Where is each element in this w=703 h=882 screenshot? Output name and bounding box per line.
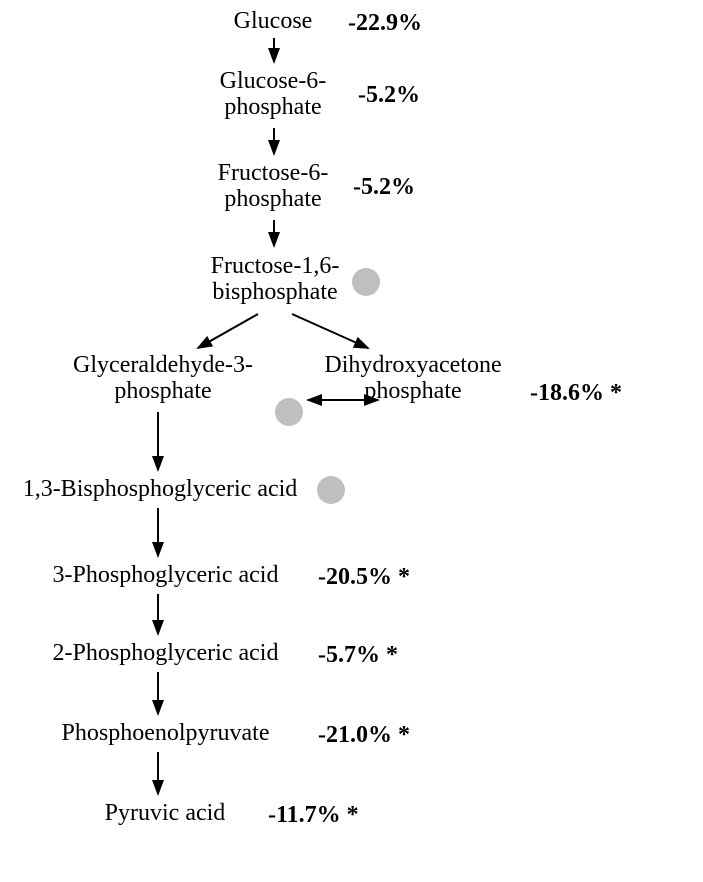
node-glucose: Glucose	[213, 8, 333, 34]
arrow-f16bp-dhap	[292, 314, 368, 348]
value-f6p: -5.2%	[353, 174, 415, 201]
value-pg3: -20.5% *	[318, 564, 410, 591]
node-pg3: 3-Phosphoglyceric acid	[38, 562, 293, 588]
value-g6p: -5.2%	[358, 82, 420, 109]
value-pyruvic: -11.7% *	[268, 802, 359, 829]
node-f16bp: Fructose-1,6- bisphosphate	[205, 253, 345, 306]
arrows-layer	[0, 0, 703, 882]
node-pg2: 2-Phosphoglyceric acid	[38, 640, 293, 666]
node-gap: Glyceraldehyde-3- phosphate	[58, 352, 268, 405]
arrow-f16bp-gap	[198, 314, 258, 348]
value-pg2: -5.7% *	[318, 642, 398, 669]
value-pep: -21.0% *	[318, 722, 410, 749]
glycolysis-diagram: Glucose Glucose-6- phosphate Fructose-6-…	[0, 0, 703, 882]
dot-bpga	[317, 476, 345, 504]
value-dhap: -18.6% *	[530, 380, 622, 407]
node-g6p: Glucose-6- phosphate	[208, 68, 338, 121]
node-pep: Phosphoenolpyruvate	[38, 720, 293, 746]
value-glucose: -22.9%	[348, 10, 422, 37]
node-pyruvic: Pyruvic acid	[90, 800, 240, 826]
node-dhap: Dihydroxyacetone phosphate	[308, 352, 518, 405]
dot-gap	[275, 398, 303, 426]
node-bpga: 1,3-Bisphosphoglyceric acid	[10, 476, 310, 502]
node-f6p: Fructose-6- phosphate	[213, 160, 333, 213]
dot-f16bp	[352, 268, 380, 296]
